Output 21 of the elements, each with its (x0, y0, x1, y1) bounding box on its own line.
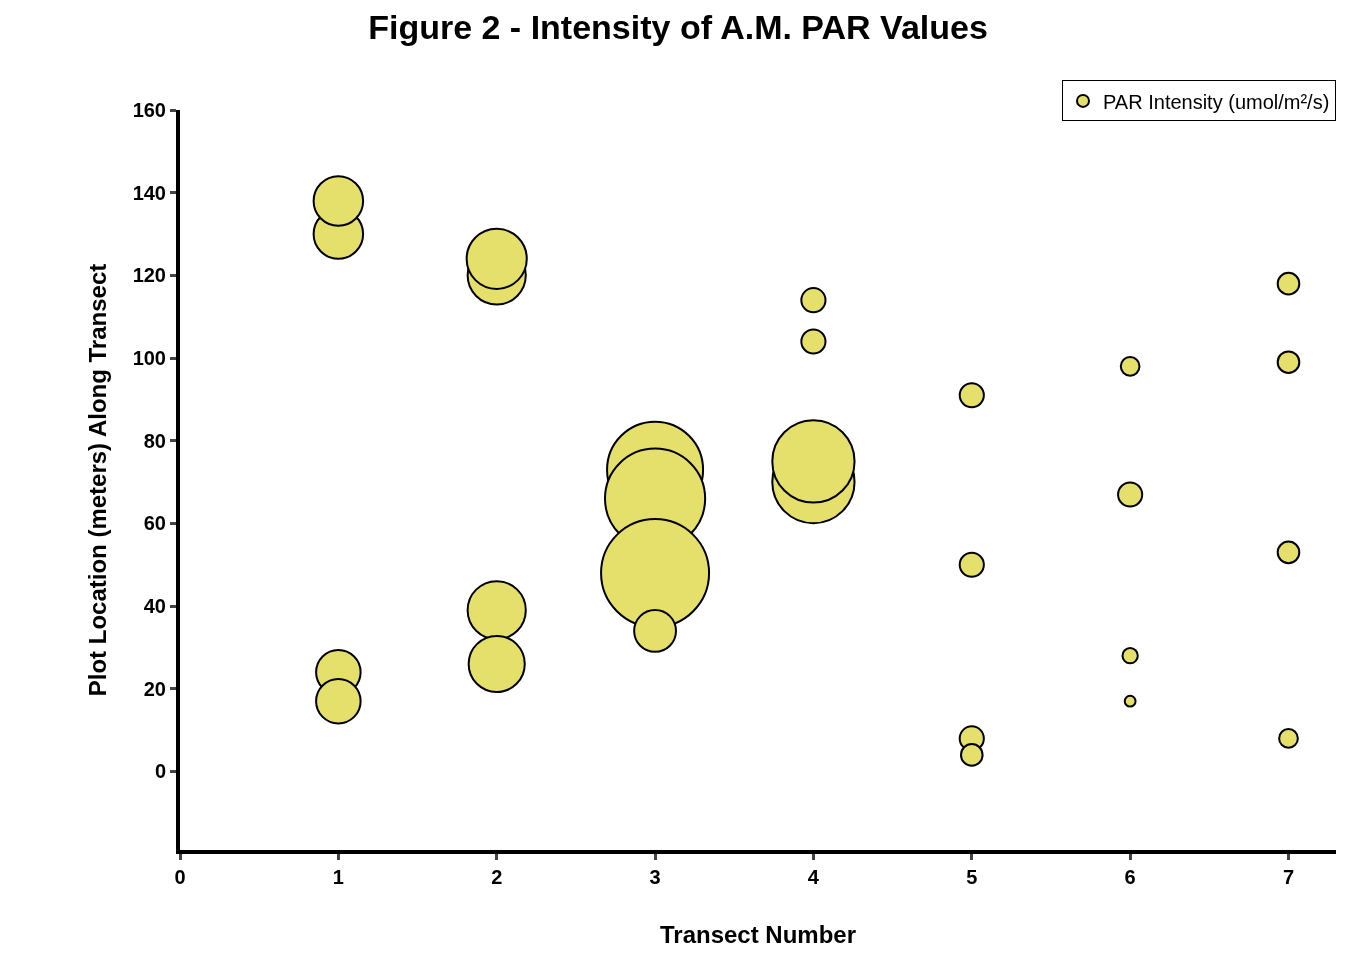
y-tick-label: 100 (132, 347, 166, 370)
x-tick-label: 6 (1124, 866, 1136, 888)
y-tick-label: 0 (154, 760, 166, 783)
x-tick-label: 7 (1282, 866, 1295, 888)
x-tick-label: 2 (491, 866, 503, 888)
y-tick-label: 20 (143, 677, 166, 700)
legend-label: PAR Intensity (umol/m²/s) (1103, 90, 1330, 113)
x-axis-title: Transect Number (659, 920, 857, 948)
x-tick-label: 4 (807, 866, 820, 888)
x-tick-label: 0 (174, 866, 186, 888)
x-tick-label: 3 (649, 866, 661, 888)
y-tick-label: 140 (132, 181, 166, 204)
chart-title: Figure 2 - Intensity of A.M. PAR Values (368, 7, 988, 46)
y-tick-label: 80 (143, 429, 166, 452)
y-tick-label: 60 (143, 512, 166, 535)
x-tick-label: 5 (966, 866, 978, 888)
x-tick-label: 1 (332, 866, 344, 888)
y-tick-label: 40 (143, 595, 166, 618)
y-tick-label: 120 (132, 264, 166, 287)
y-tick-label: 160 (132, 99, 166, 121)
y-axis-title: Plot Location (meters) Along Transect (84, 263, 112, 697)
